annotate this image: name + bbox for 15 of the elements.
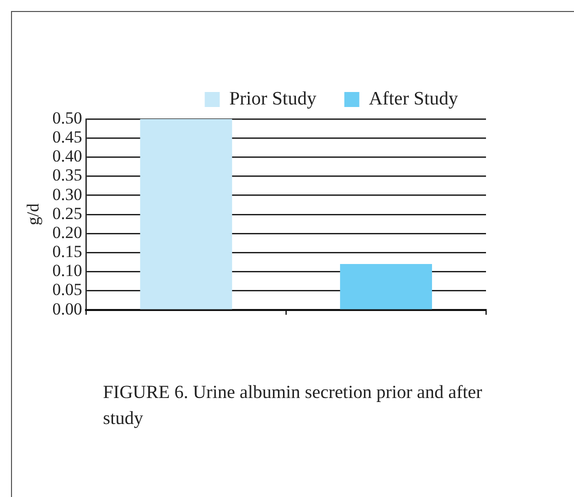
y-tick-label: 0.20 [52, 222, 82, 242]
y-tick-label: 0.00 [52, 299, 82, 318]
y-tick-label: 0.50 [52, 108, 82, 128]
y-tick-label: 0.40 [52, 146, 82, 166]
y-tick-label: 0.10 [52, 261, 82, 280]
legend-label: After Study [368, 88, 458, 110]
y-tick-label: 0.05 [52, 280, 82, 300]
y-tick-label: 0.25 [52, 204, 82, 223]
y-tick-label: 0.30 [52, 184, 82, 204]
y-tick-label: 0.35 [52, 166, 82, 185]
caption: FIGURE 6. Urine albumin secretion prior and after study [103, 382, 484, 431]
y-tick-label: 0.15 [52, 242, 82, 262]
legend-label: Prior Study [229, 88, 317, 110]
y-axis-title: g/d [24, 203, 43, 226]
y-tick-label: 0.45 [52, 128, 82, 147]
